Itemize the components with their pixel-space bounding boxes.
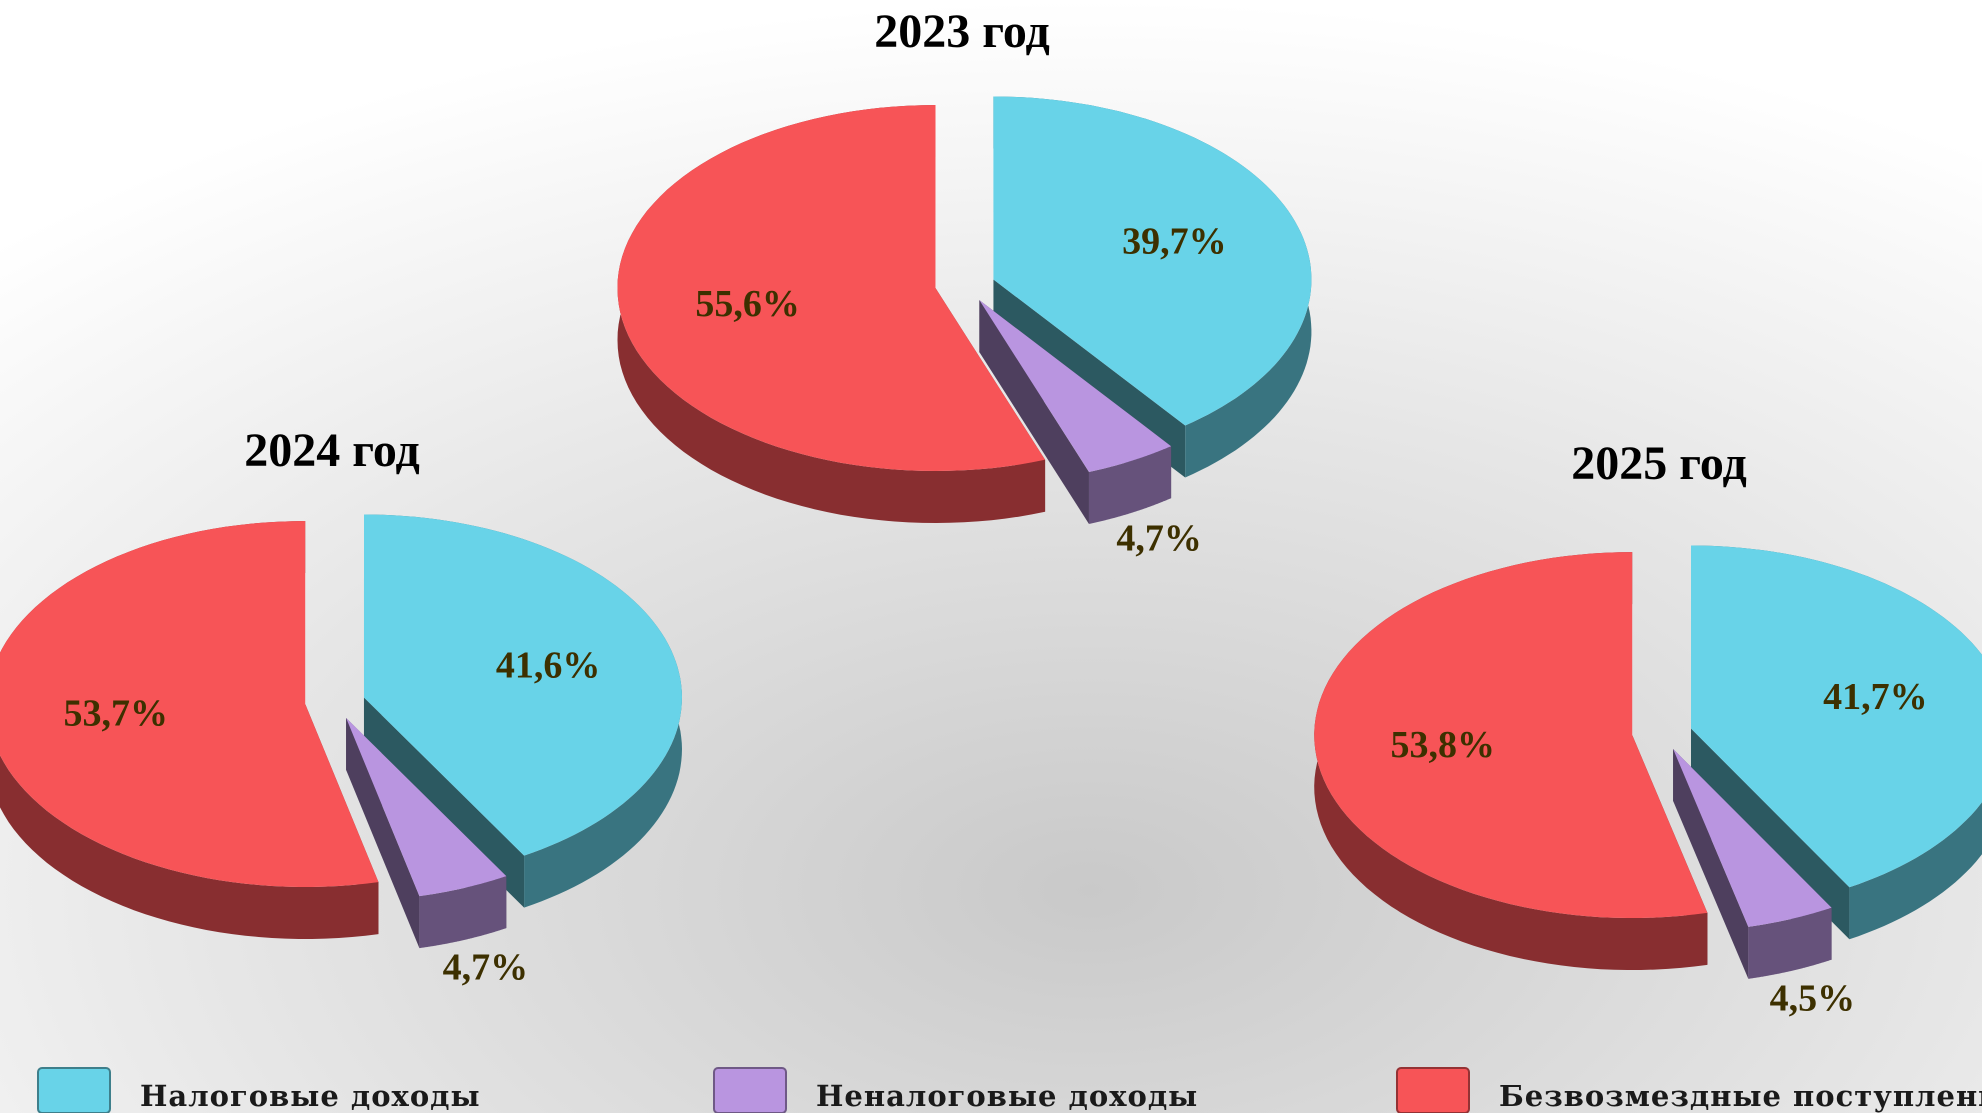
chart-title: 2023 год [874, 5, 1050, 58]
value-label: 53,8% [1391, 724, 1496, 766]
chart-title: 2025 год [1571, 437, 1747, 490]
value-label: 39,7% [1122, 220, 1227, 262]
chart: 2023 год 39,7% 55,6% 4,7% 2024 год 41,6% 53,7%… [0, 0, 1982, 1113]
legend-label: Налоговые доходы [140, 1079, 481, 1113]
value-label: 41,7% [1823, 676, 1928, 718]
value-label: 55,6% [695, 283, 800, 325]
legend-swatch [38, 1068, 110, 1113]
legend-label: Неналоговые доходы [816, 1079, 1198, 1113]
value-label: 53,7% [63, 692, 168, 734]
value-label: 4,7% [1116, 517, 1202, 559]
value-label: 4,5% [1770, 977, 1856, 1019]
legend-swatch [714, 1068, 786, 1113]
value-label: 41,6% [496, 645, 601, 687]
legend-swatch [1397, 1068, 1469, 1113]
chart-title: 2024 год [244, 424, 420, 477]
legend-label: Безвозмездные поступления [1499, 1079, 1982, 1113]
value-label: 4,7% [443, 946, 529, 988]
